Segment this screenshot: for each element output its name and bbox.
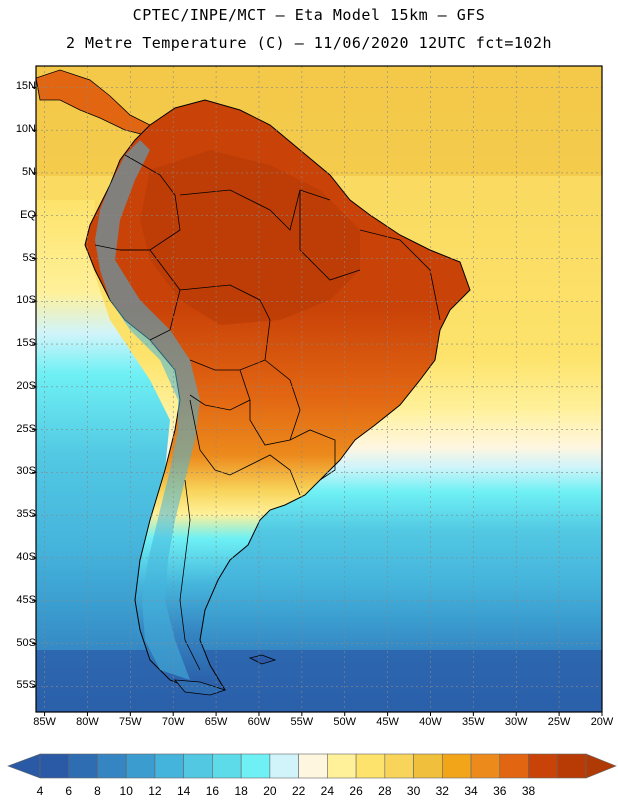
lat-tick-label: 15S — [16, 337, 36, 350]
colorbar-label: 38 — [521, 784, 536, 798]
lon-tick-label: 50W — [333, 716, 357, 728]
colorbar-swatch — [125, 753, 156, 779]
andes-cool-strip — [95, 140, 200, 680]
colorbar-swatch — [39, 753, 70, 779]
lon-tick-label: 40W — [419, 716, 442, 728]
colorbar-label: 20 — [263, 784, 277, 798]
lon-tick-label: 30W — [504, 716, 528, 728]
colorbar-swatch — [470, 753, 501, 779]
lon-tick-label: 20W — [590, 716, 614, 728]
colorbar-swatch — [212, 753, 242, 779]
colorbar-label: 28 — [378, 784, 392, 798]
colorbar-label: 26 — [349, 784, 363, 798]
colorbar-label: 36 — [493, 784, 507, 798]
colorbar-swatch — [556, 753, 587, 779]
colorbar-swatch — [298, 753, 328, 779]
lon-tick-label: 35W — [462, 716, 485, 728]
lat-tick-label: 10N — [15, 123, 36, 136]
falkland-islands — [248, 654, 277, 665]
colorbar-swatch — [269, 753, 299, 779]
lat-tick-label: 20S — [16, 379, 36, 392]
lat-tick-label: 50S — [16, 636, 36, 649]
axis-ticks — [32, 86, 603, 716]
lat-tick-label: 25S — [16, 422, 36, 435]
colorbar-label: 24 — [320, 784, 335, 798]
colorbar-swatch — [154, 753, 184, 779]
lat-tick-label: 30S — [16, 465, 36, 478]
southern-cold-band — [36, 650, 602, 712]
colorbar-label: 34 — [464, 784, 478, 798]
title-line-2: 2 Metre Temperature (C) – 11/06/2020 12U… — [65, 34, 553, 52]
colorbar-swatch — [240, 753, 271, 779]
lon-tick-label: 55W — [290, 716, 314, 728]
lat-tick-label: 5S — [22, 251, 36, 264]
lat-tick-label: 10S — [16, 294, 36, 307]
colorbar-label: 22 — [291, 784, 306, 798]
lat-tick-label: EQ — [20, 208, 36, 221]
colorbar-label: 18 — [234, 784, 248, 798]
colorbar-label: 6 — [65, 784, 73, 798]
lat-tick-label: 35S — [16, 508, 36, 521]
title-line-1: CPTEC/INPE/MCT – Eta Model 15km – GFS — [132, 6, 486, 24]
lon-tick-label: 85W — [33, 716, 56, 728]
colorbar-swatch — [499, 753, 529, 779]
colorbar-label: 10 — [119, 784, 133, 798]
colorbar-label: 32 — [435, 784, 449, 798]
lon-tick-label: 80W — [76, 716, 99, 728]
lon-tick-label: 60W — [247, 716, 271, 728]
colorbar-label: 4 — [36, 784, 44, 798]
lat-tick-label: 15N — [15, 80, 36, 93]
lon-tick-label: 70W — [161, 716, 185, 728]
lon-tick-label: 45W — [376, 716, 399, 728]
tierra-del-fuego — [174, 679, 227, 696]
colorbar-swatch — [442, 753, 472, 779]
graticule — [36, 66, 602, 712]
colorbar-label: 8 — [94, 784, 101, 798]
colorbar-label: 14 — [176, 784, 191, 798]
colorbar-label: 16 — [205, 784, 220, 798]
country-borders — [94, 154, 441, 671]
colorbar-label: 30 — [406, 784, 421, 798]
colorbar-swatch — [355, 753, 386, 779]
colorbar-swatch — [97, 753, 127, 779]
colorbar-swatch — [413, 753, 443, 779]
colorbar-swatch — [528, 753, 558, 779]
lat-tick-label: 40S — [16, 550, 36, 563]
colorbar-left-arrow — [7, 753, 41, 779]
lat-tick-label: 55S — [16, 679, 36, 692]
colorbar-swatch — [384, 753, 414, 779]
colorbar-swatch — [183, 753, 213, 779]
lon-tick-label: 65W — [204, 716, 228, 728]
lon-tick-label: 25W — [547, 716, 571, 728]
colorbar-swatch — [327, 753, 357, 779]
map-frame — [35, 65, 603, 713]
colorbar-right-arrow — [585, 753, 617, 779]
lat-tick-label: 5N — [21, 165, 36, 178]
lon-tick-label: 75W — [119, 716, 142, 728]
lat-tick-label: 45S — [16, 593, 36, 606]
colorbar — [7, 753, 617, 779]
colorbar-label: 12 — [148, 784, 162, 798]
colorbar-swatch — [68, 753, 98, 779]
